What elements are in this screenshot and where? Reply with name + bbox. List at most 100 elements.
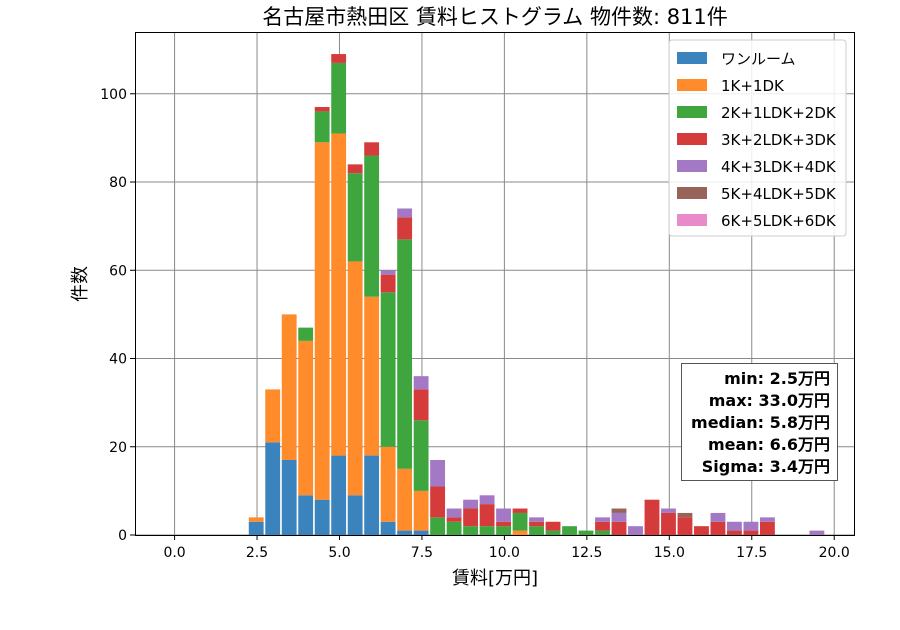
bar-segment [364,296,380,456]
legend-label: 5K+4LDK+5DK [721,185,837,203]
bar-segment [347,164,363,174]
x-axis-label: 賃料[万円] [452,568,538,589]
bar-segment [479,495,495,505]
legend: ワンルーム 1K+1DK 2K+1LDK+2DK 3K+2LDK+3DK 4K+3LDK… [668,39,847,237]
legend-label: 6K+5LDK+6DK [721,212,837,230]
bar-segment [479,504,495,527]
bar-segment [578,530,594,535]
bar-segment [595,517,610,522]
bar-segment [743,521,759,531]
stat-min: min: 2.5万円 [724,369,830,388]
stats-box: min: 2.5万円 max: 33.0万円 median: 5.8万円 mea… [681,363,838,481]
bar-segment [611,521,627,535]
bar-segment [529,521,544,527]
bar-segment [413,420,429,491]
bar-segment [661,512,676,535]
stat-sigma: Sigma: 3.4万円 [702,457,830,476]
bar-segment [809,530,825,535]
bar-segment [446,508,462,518]
y-tick-label: 60 [109,263,127,279]
x-tick-label: 12.5 [571,545,602,561]
bar-segment [595,530,610,535]
bar-segment [331,455,347,535]
bar-segment [265,389,281,443]
bar-segment [281,314,297,460]
bar-segment [380,521,396,535]
bar-segment [496,521,511,527]
y-axis-label: 件数 [70,266,91,302]
bar-segment [446,521,462,535]
bar-segment [644,499,660,535]
bar-segment [413,490,429,531]
y-tick-label: 20 [109,440,127,456]
bar-segment [743,530,759,535]
legend-swatch [677,133,707,145]
bar-segment [364,155,380,297]
bar-segment [248,521,264,535]
x-tick-label: 0.0 [163,545,185,561]
chart-title: 名古屋市熱田区 賃料ヒストグラム 物件数: 811件 [262,5,728,29]
bar-segment [314,111,330,143]
bar-segment [364,455,380,535]
bar-segment [380,274,396,293]
y-tick-label: 0 [118,528,127,544]
stat-median: median: 5.8万円 [691,413,830,432]
bar-segment [677,512,693,518]
bar-segment [248,517,264,522]
bar-segment [677,517,693,535]
bar-segment [529,517,544,522]
bar-segment [661,508,676,513]
bar-segment [331,133,347,456]
bar-segment [380,292,396,447]
bar-segment [298,340,314,496]
legend-label: 4K+3LDK+4DK [721,158,837,176]
bar-segment [562,526,577,535]
stat-mean: mean: 6.6万円 [708,435,830,454]
bar-segment [463,499,479,509]
x-tick-label: 10.0 [489,545,520,561]
bar-segment [628,526,643,535]
bar-segment [611,508,627,513]
bar-segment [710,521,726,535]
legend-label: ワンルーム [721,50,796,68]
bar-segment [347,173,363,262]
bar-segment [314,499,330,535]
bar-segment [314,142,330,500]
bar-segment [331,54,347,63]
bar-segment [512,508,528,513]
bar-segment [446,517,462,522]
bar-segment [397,239,413,469]
legend-label: 1K+1DK [721,77,785,95]
bar-segment [710,512,726,522]
bar-segment [595,521,610,531]
y-tick-label: 80 [109,175,127,191]
bar-segment [397,208,413,218]
legend-box [668,39,847,237]
bar-segment [347,495,363,535]
bar-segment [496,508,511,522]
bar-segment [463,508,479,527]
bars-group [248,54,825,535]
stat-max: max: 33.0万円 [709,391,830,410]
x-tick-label: 2.5 [246,545,268,561]
bar-segment [397,468,413,531]
bar-segment [694,526,709,535]
bar-segment [760,517,775,522]
legend-label: 2K+1LDK+2DK [721,104,837,122]
bar-segment [760,521,775,535]
x-tick-label: 17.5 [736,545,767,561]
bar-segment [380,270,396,275]
x-tick-label: 15.0 [654,545,685,561]
legend-swatch [677,160,707,172]
bar-segment [727,530,742,535]
legend-swatch [677,52,707,64]
bar-segment [512,530,528,535]
y-tick-label: 100 [100,87,127,103]
bar-segment [496,526,511,535]
bar-segment [331,62,347,134]
stats-box-frame [681,363,838,481]
x-tick-label: 5.0 [328,545,350,561]
bar-segment [430,517,446,535]
bar-segment [298,495,314,535]
